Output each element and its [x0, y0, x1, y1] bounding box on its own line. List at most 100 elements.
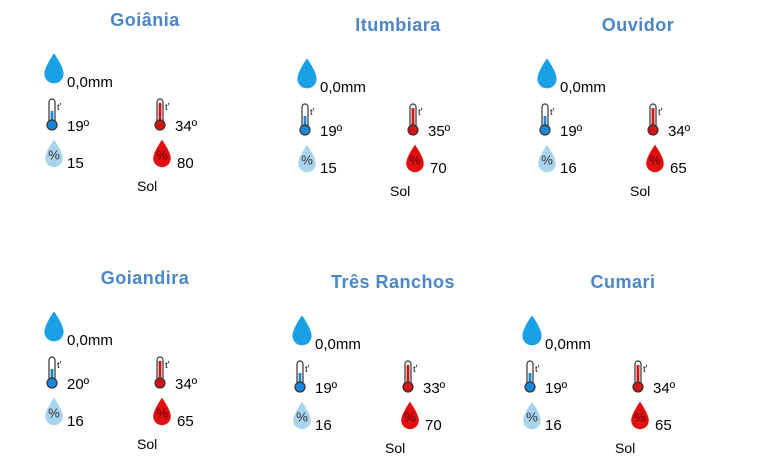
rain-drop-icon	[290, 314, 314, 348]
city-card: Itumbiara 0,0mm t' 19º t' 35º % 15 % 70 …	[295, 15, 538, 205]
rain-value: 0,0mm	[320, 79, 366, 96]
city-name: Goiandira	[100, 268, 190, 288]
rain-value: 0,0mm	[315, 336, 361, 353]
svg-text:%: %	[301, 153, 313, 168]
svg-text:t': t'	[643, 364, 648, 375]
humidity-max-icon: %	[404, 143, 426, 175]
humidity-max-value: 65	[177, 413, 194, 430]
sky-condition: Sol	[390, 183, 411, 199]
thermometer-min-icon: t'	[293, 360, 313, 394]
svg-text:t': t'	[418, 107, 423, 118]
temp-max-value: 35º	[428, 123, 451, 140]
thermometer-min-icon: t'	[45, 98, 65, 132]
humidity-min-icon: %	[296, 143, 318, 175]
svg-text:%: %	[296, 410, 308, 425]
svg-text:%: %	[156, 148, 168, 163]
sky-condition: Sol	[615, 440, 636, 456]
svg-text:t': t'	[413, 364, 418, 375]
svg-text:%: %	[541, 153, 553, 168]
humidity-max-icon: %	[151, 396, 173, 428]
humidity-min-icon: %	[43, 396, 65, 428]
temp-max-value: 34º	[175, 376, 198, 393]
svg-text:t': t'	[305, 364, 310, 375]
city-name: Goiânia	[110, 10, 180, 30]
thermometer-min-icon: t'	[45, 356, 65, 390]
temp-min-value: 19º	[315, 380, 338, 397]
city-name: Cumari	[590, 272, 656, 292]
svg-text:%: %	[48, 148, 60, 163]
temp-min-value: 19º	[560, 123, 583, 140]
humidity-min-value: 15	[67, 155, 84, 172]
rain-drop-icon	[42, 52, 66, 86]
humidity-min-icon: %	[43, 138, 65, 170]
humidity-min-icon: %	[291, 400, 313, 432]
humidity-min-value: 16	[545, 417, 562, 434]
thermometer-min-icon: t'	[523, 360, 543, 394]
svg-text:t': t'	[165, 360, 170, 371]
svg-text:t': t'	[165, 102, 170, 113]
sky-condition: Sol	[137, 178, 158, 194]
thermometer-max-icon: t'	[153, 356, 173, 390]
city-card: Três Ranchos 0,0mm t' 19º t' 33º % 16 % …	[290, 272, 533, 462]
svg-text:%: %	[526, 410, 538, 425]
thermometer-max-icon: t'	[646, 103, 666, 137]
humidity-max-value: 65	[670, 160, 687, 177]
temp-max-value: 34º	[175, 118, 198, 135]
temp-min-value: 19º	[545, 380, 568, 397]
svg-text:%: %	[156, 406, 168, 421]
humidity-max-value: 80	[177, 155, 194, 172]
city-name: Itumbiara	[355, 15, 441, 35]
rain-drop-icon	[535, 57, 559, 91]
svg-text:%: %	[404, 410, 416, 425]
humidity-max-icon: %	[644, 143, 666, 175]
svg-text:t': t'	[57, 102, 62, 113]
rain-value: 0,0mm	[67, 332, 113, 349]
svg-text:t': t'	[57, 360, 62, 371]
humidity-max-value: 70	[430, 160, 447, 177]
humidity-max-icon: %	[399, 400, 421, 432]
thermometer-max-icon: t'	[406, 103, 426, 137]
humidity-max-icon: %	[151, 138, 173, 170]
temp-max-value: 34º	[668, 123, 691, 140]
svg-text:t': t'	[658, 107, 663, 118]
humidity-max-icon: %	[629, 400, 651, 432]
humidity-max-value: 65	[655, 417, 672, 434]
thermometer-min-icon: t'	[298, 103, 318, 137]
sky-condition: Sol	[137, 436, 158, 452]
svg-text:t': t'	[550, 107, 555, 118]
temp-min-value: 19º	[320, 123, 343, 140]
sky-condition: Sol	[385, 440, 406, 456]
city-name: Três Ranchos	[330, 272, 456, 292]
rain-drop-icon	[295, 57, 319, 91]
humidity-min-value: 16	[315, 417, 332, 434]
city-card: Ouvidor 0,0mm t' 19º t' 34º % 16 % 65 So…	[535, 15, 759, 205]
sky-condition: Sol	[630, 183, 651, 199]
rain-drop-icon	[520, 314, 544, 348]
humidity-min-value: 16	[67, 413, 84, 430]
temp-max-value: 33º	[423, 380, 446, 397]
svg-text:%: %	[48, 406, 60, 421]
svg-text:t': t'	[310, 107, 315, 118]
svg-text:t': t'	[535, 364, 540, 375]
thermometer-max-icon: t'	[153, 98, 173, 132]
city-card: Cumari 0,0mm t' 19º t' 34º % 16 % 65 Sol	[520, 272, 759, 462]
svg-text:%: %	[649, 153, 661, 168]
humidity-min-value: 15	[320, 160, 337, 177]
thermometer-max-icon: t'	[401, 360, 421, 394]
humidity-min-icon: %	[536, 143, 558, 175]
temp-min-value: 19º	[67, 118, 90, 135]
city-card: Goiânia 0,0mm t' 19º t' 34º % 15 % 80 So…	[42, 10, 285, 200]
rain-value: 0,0mm	[545, 336, 591, 353]
svg-text:%: %	[634, 410, 646, 425]
svg-text:%: %	[409, 153, 421, 168]
humidity-min-value: 16	[560, 160, 577, 177]
city-name: Ouvidor	[601, 15, 675, 35]
rain-value: 0,0mm	[67, 74, 113, 91]
temp-min-value: 20º	[67, 376, 90, 393]
rain-value: 0,0mm	[560, 79, 606, 96]
city-card: Goiandira 0,0mm t' 20º t' 34º % 16 % 65 …	[42, 268, 285, 458]
thermometer-max-icon: t'	[631, 360, 651, 394]
humidity-max-value: 70	[425, 417, 442, 434]
rain-drop-icon	[42, 310, 66, 344]
thermometer-min-icon: t'	[538, 103, 558, 137]
